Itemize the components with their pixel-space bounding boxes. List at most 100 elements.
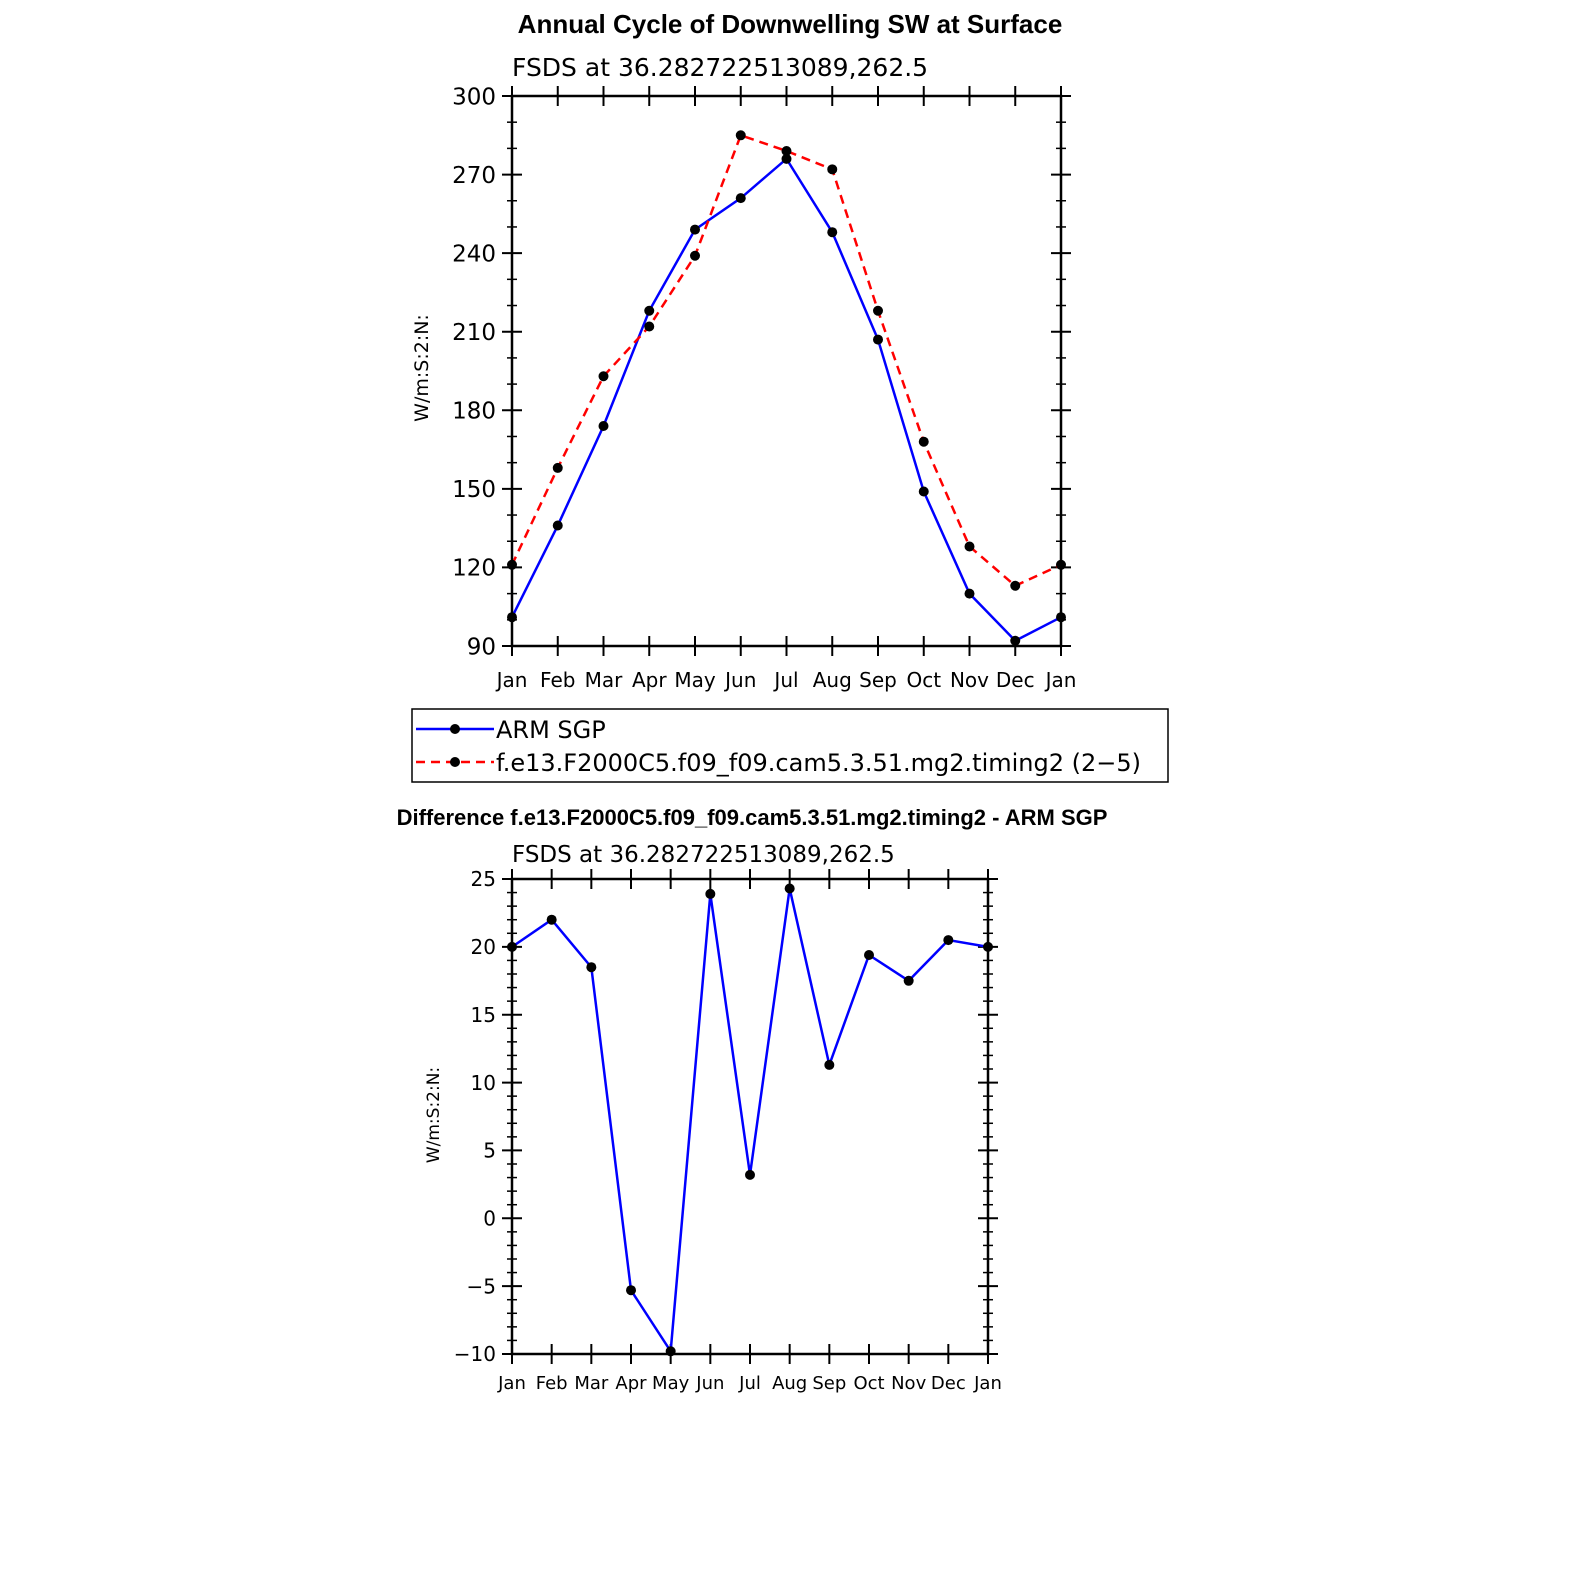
x-tick-label: Jan [973,1373,1002,1394]
x-tick-label: Dec [996,668,1035,692]
legend: ARM SGP f.e13.F2000C5.f09_f09.cam5.3.51.… [411,708,1169,783]
y-tick-label: 150 [452,477,496,503]
plot-frame [502,869,998,1364]
difference-chart: Difference f.e13.F2000C5.f09_f09.cam5.3.… [397,805,1108,1394]
x-tick-label: Mar [585,668,624,692]
x-tick-label: Jan [495,668,528,692]
x-tick-labels: Jan Feb Mar Apr May Jun Jul Aug Sep Oct Nov Dec Jan [495,668,1077,692]
series-0-point [1010,635,1021,646]
series-line-0 [510,156,1062,643]
chart-title: Annual Cycle of Downwelling SW at Surfac… [518,9,1063,39]
series-0-point [507,941,517,952]
series-0-point [705,888,716,899]
series-1-point [552,462,563,473]
x-tick-label: Nov [891,1373,926,1394]
series-1-point [964,541,975,552]
legend-label-model: f.e13.F2000C5.f09_f09.cam5.3.51.mg2.timi… [496,749,1141,777]
y-tick-label: 20 [471,935,496,959]
y-tick-label: 15 [471,1003,496,1027]
chart-subtitle: FSDS at 36.282722513089,262.5 [512,53,928,82]
y-tick-label: 270 [452,163,496,189]
y-tick-label: 240 [452,241,496,267]
x-tick-label: Apr [632,668,667,692]
series-line-0 [511,888,989,1356]
plot-border [510,877,990,1356]
series-1-point [507,559,517,570]
x-tick-label: Nov [950,668,989,692]
y-tick-label: 300 [452,84,496,110]
series-0-point [784,883,795,894]
y-tick-label: 0 [483,1206,496,1230]
series-1-point [690,250,700,261]
y-tick-labels: 90 120 150 180 210 240 270 300 [452,84,496,660]
series-0-point [598,421,609,431]
series-0-point [903,975,914,986]
x-tick-label: Feb [536,1373,568,1394]
x-tick-label: May [652,1373,690,1394]
series-0-point [735,193,746,204]
series-0-point [644,305,655,316]
y-tick-label: 210 [452,320,496,346]
y-tick-label: −10 [454,1342,496,1366]
y-tick-labels: −10 −5 0 5 10 15 20 25 [454,867,496,1366]
y-tick-label: 120 [452,556,496,582]
y-tick-label: 90 [467,634,496,660]
series-1-point [598,371,609,382]
series-0-point [864,950,874,960]
series-0-point [827,227,838,238]
x-tick-label: Jul [738,1373,761,1394]
series-0-point [918,486,929,497]
series-1-point [918,436,929,447]
y-tick-label: 180 [452,399,496,425]
x-tick-label: Aug [772,1373,807,1394]
x-tick-label: Sep [859,668,897,692]
chart-title: Difference f.e13.F2000C5.f09_f09.cam5.3.… [397,805,1108,830]
plot-frame [502,86,1071,656]
x-tick-label: Aug [813,668,852,692]
x-tick-label: May [674,668,716,692]
series-line-1 [510,133,1062,588]
series-0-point [983,941,993,952]
series-1-point [1010,580,1021,591]
x-tick-label: Jul [772,668,798,692]
series-1-point [827,164,838,175]
x-tick-label: Jan [1044,668,1077,692]
y-tick-label: 25 [471,867,496,891]
series-0-point [546,914,557,925]
series-1-point [735,130,746,141]
x-tick-label: Oct [853,1373,884,1394]
chart-subtitle: FSDS at 36.282722513089,262.5 [512,842,895,868]
series-1-point [781,146,792,156]
x-tick-label: Oct [906,668,941,692]
x-tick-label: Feb [540,668,575,692]
x-tick-label: Sep [812,1373,846,1394]
x-tick-label: Apr [615,1373,647,1394]
series-group [507,130,1066,646]
y-tick-label: 10 [471,1071,496,1095]
series-0-point [873,334,883,345]
series-1-point [644,321,655,332]
annual-cycle-chart: Annual Cycle of Downwelling SW at Surfac… [411,9,1169,783]
series-0-point [626,1285,636,1296]
y-tick-label: −5 [467,1274,496,1298]
series-0-point [745,1169,755,1180]
legend-box [411,708,1169,783]
series-0-point [943,935,954,946]
series-0-point [964,588,975,599]
series-1-point [1056,559,1066,570]
series-0-point [781,153,792,164]
x-tick-label: Jun [723,668,756,692]
x-tick-label: Jan [497,1373,526,1394]
y-tick-label: 5 [483,1139,496,1163]
series-group [507,883,993,1357]
series-0-point [824,1059,835,1070]
legend-marker-obs [450,724,460,734]
series-0-point [586,962,597,973]
x-tick-label: Jun [695,1373,724,1394]
series-0-point [507,612,517,623]
y-axis-label: W/m:S:2:N: [424,1067,444,1163]
legend-label-obs: ARM SGP [496,716,606,744]
x-tick-label: Mar [574,1373,609,1394]
x-tick-label: Dec [931,1373,966,1394]
